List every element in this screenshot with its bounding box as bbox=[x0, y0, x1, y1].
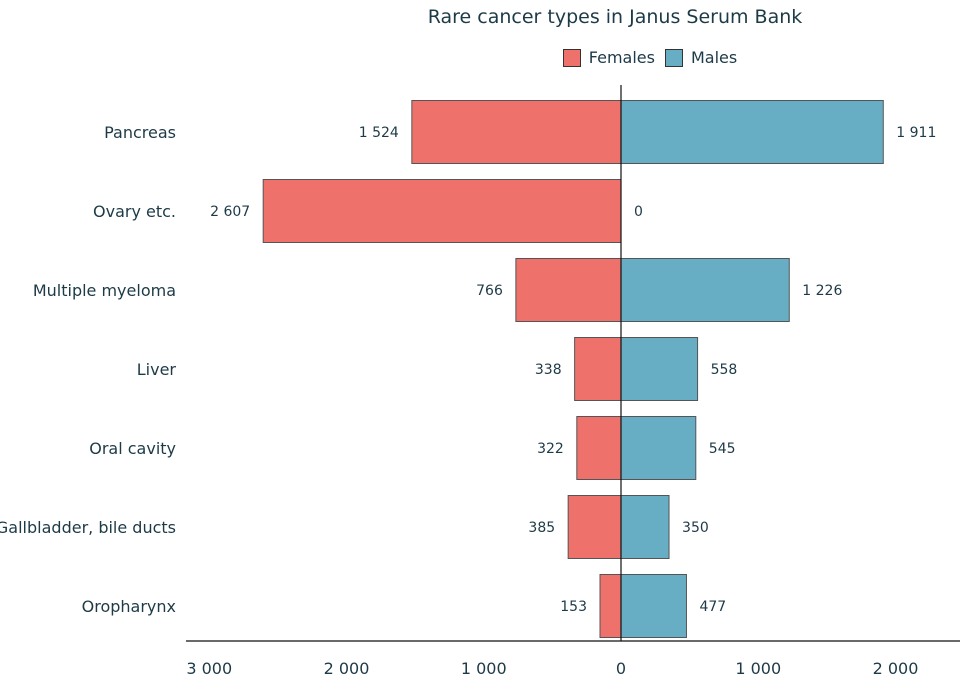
category-label: Oral cavity bbox=[89, 439, 176, 458]
data-label-males: 1 226 bbox=[802, 283, 842, 299]
data-label-females: 766 bbox=[476, 283, 503, 299]
legend-item-females: Females bbox=[562, 48, 655, 67]
category-label: Liver bbox=[137, 360, 177, 379]
bar-males-4 bbox=[620, 337, 699, 401]
data-label-males: 558 bbox=[711, 362, 738, 378]
bar-males-3 bbox=[620, 258, 790, 322]
legend-swatch-males bbox=[664, 48, 683, 67]
x-tick-label: 1 000 bbox=[461, 659, 507, 678]
bar-males-6 bbox=[620, 495, 670, 559]
bar-males-7 bbox=[620, 574, 687, 638]
data-label-males: 545 bbox=[709, 441, 736, 457]
bar-males-1 bbox=[620, 100, 884, 164]
bar-males-5 bbox=[620, 416, 697, 480]
category-label: Ovary etc. bbox=[93, 202, 176, 221]
data-label-males: 1 911 bbox=[896, 125, 936, 141]
category-label: Pancreas bbox=[104, 123, 176, 142]
bar-females-1 bbox=[411, 100, 622, 164]
category-label: Gallbladder, bile ducts bbox=[0, 518, 176, 537]
data-label-females: 2 607 bbox=[210, 204, 250, 220]
category-label: Oropharynx bbox=[82, 597, 176, 616]
data-label-females: 153 bbox=[560, 599, 587, 615]
x-tick-label: 2 000 bbox=[873, 659, 919, 678]
data-label-females: 385 bbox=[528, 520, 555, 536]
legend-label-females: Females bbox=[588, 48, 655, 67]
x-tick-label: 3 000 bbox=[186, 659, 232, 678]
bar-females-2 bbox=[262, 179, 622, 243]
category-label: Multiple myeloma bbox=[33, 281, 176, 300]
data-label-males: 350 bbox=[682, 520, 709, 536]
x-tick-label: 0 bbox=[616, 659, 626, 678]
legend-swatch-females bbox=[562, 48, 581, 67]
data-label-females: 322 bbox=[537, 441, 564, 457]
chart-title: Rare cancer types in Janus Serum Bank bbox=[427, 6, 803, 28]
legend-label-males: Males bbox=[690, 48, 738, 67]
bar-females-6 bbox=[567, 495, 622, 559]
bar-females-7 bbox=[599, 574, 622, 638]
bar-females-5 bbox=[576, 416, 622, 480]
bar-females-4 bbox=[574, 337, 622, 401]
data-label-males: 477 bbox=[699, 599, 726, 615]
bar-females-3 bbox=[515, 258, 622, 322]
x-tick-label: 2 000 bbox=[324, 659, 370, 678]
data-label-females: 338 bbox=[535, 362, 562, 378]
x-tick-label: 1 000 bbox=[735, 659, 781, 678]
legend-item-males: Males bbox=[664, 48, 738, 67]
data-label-males: 0 bbox=[634, 204, 643, 220]
legend: Females Males bbox=[0, 48, 970, 67]
data-label-females: 1 524 bbox=[359, 125, 399, 141]
